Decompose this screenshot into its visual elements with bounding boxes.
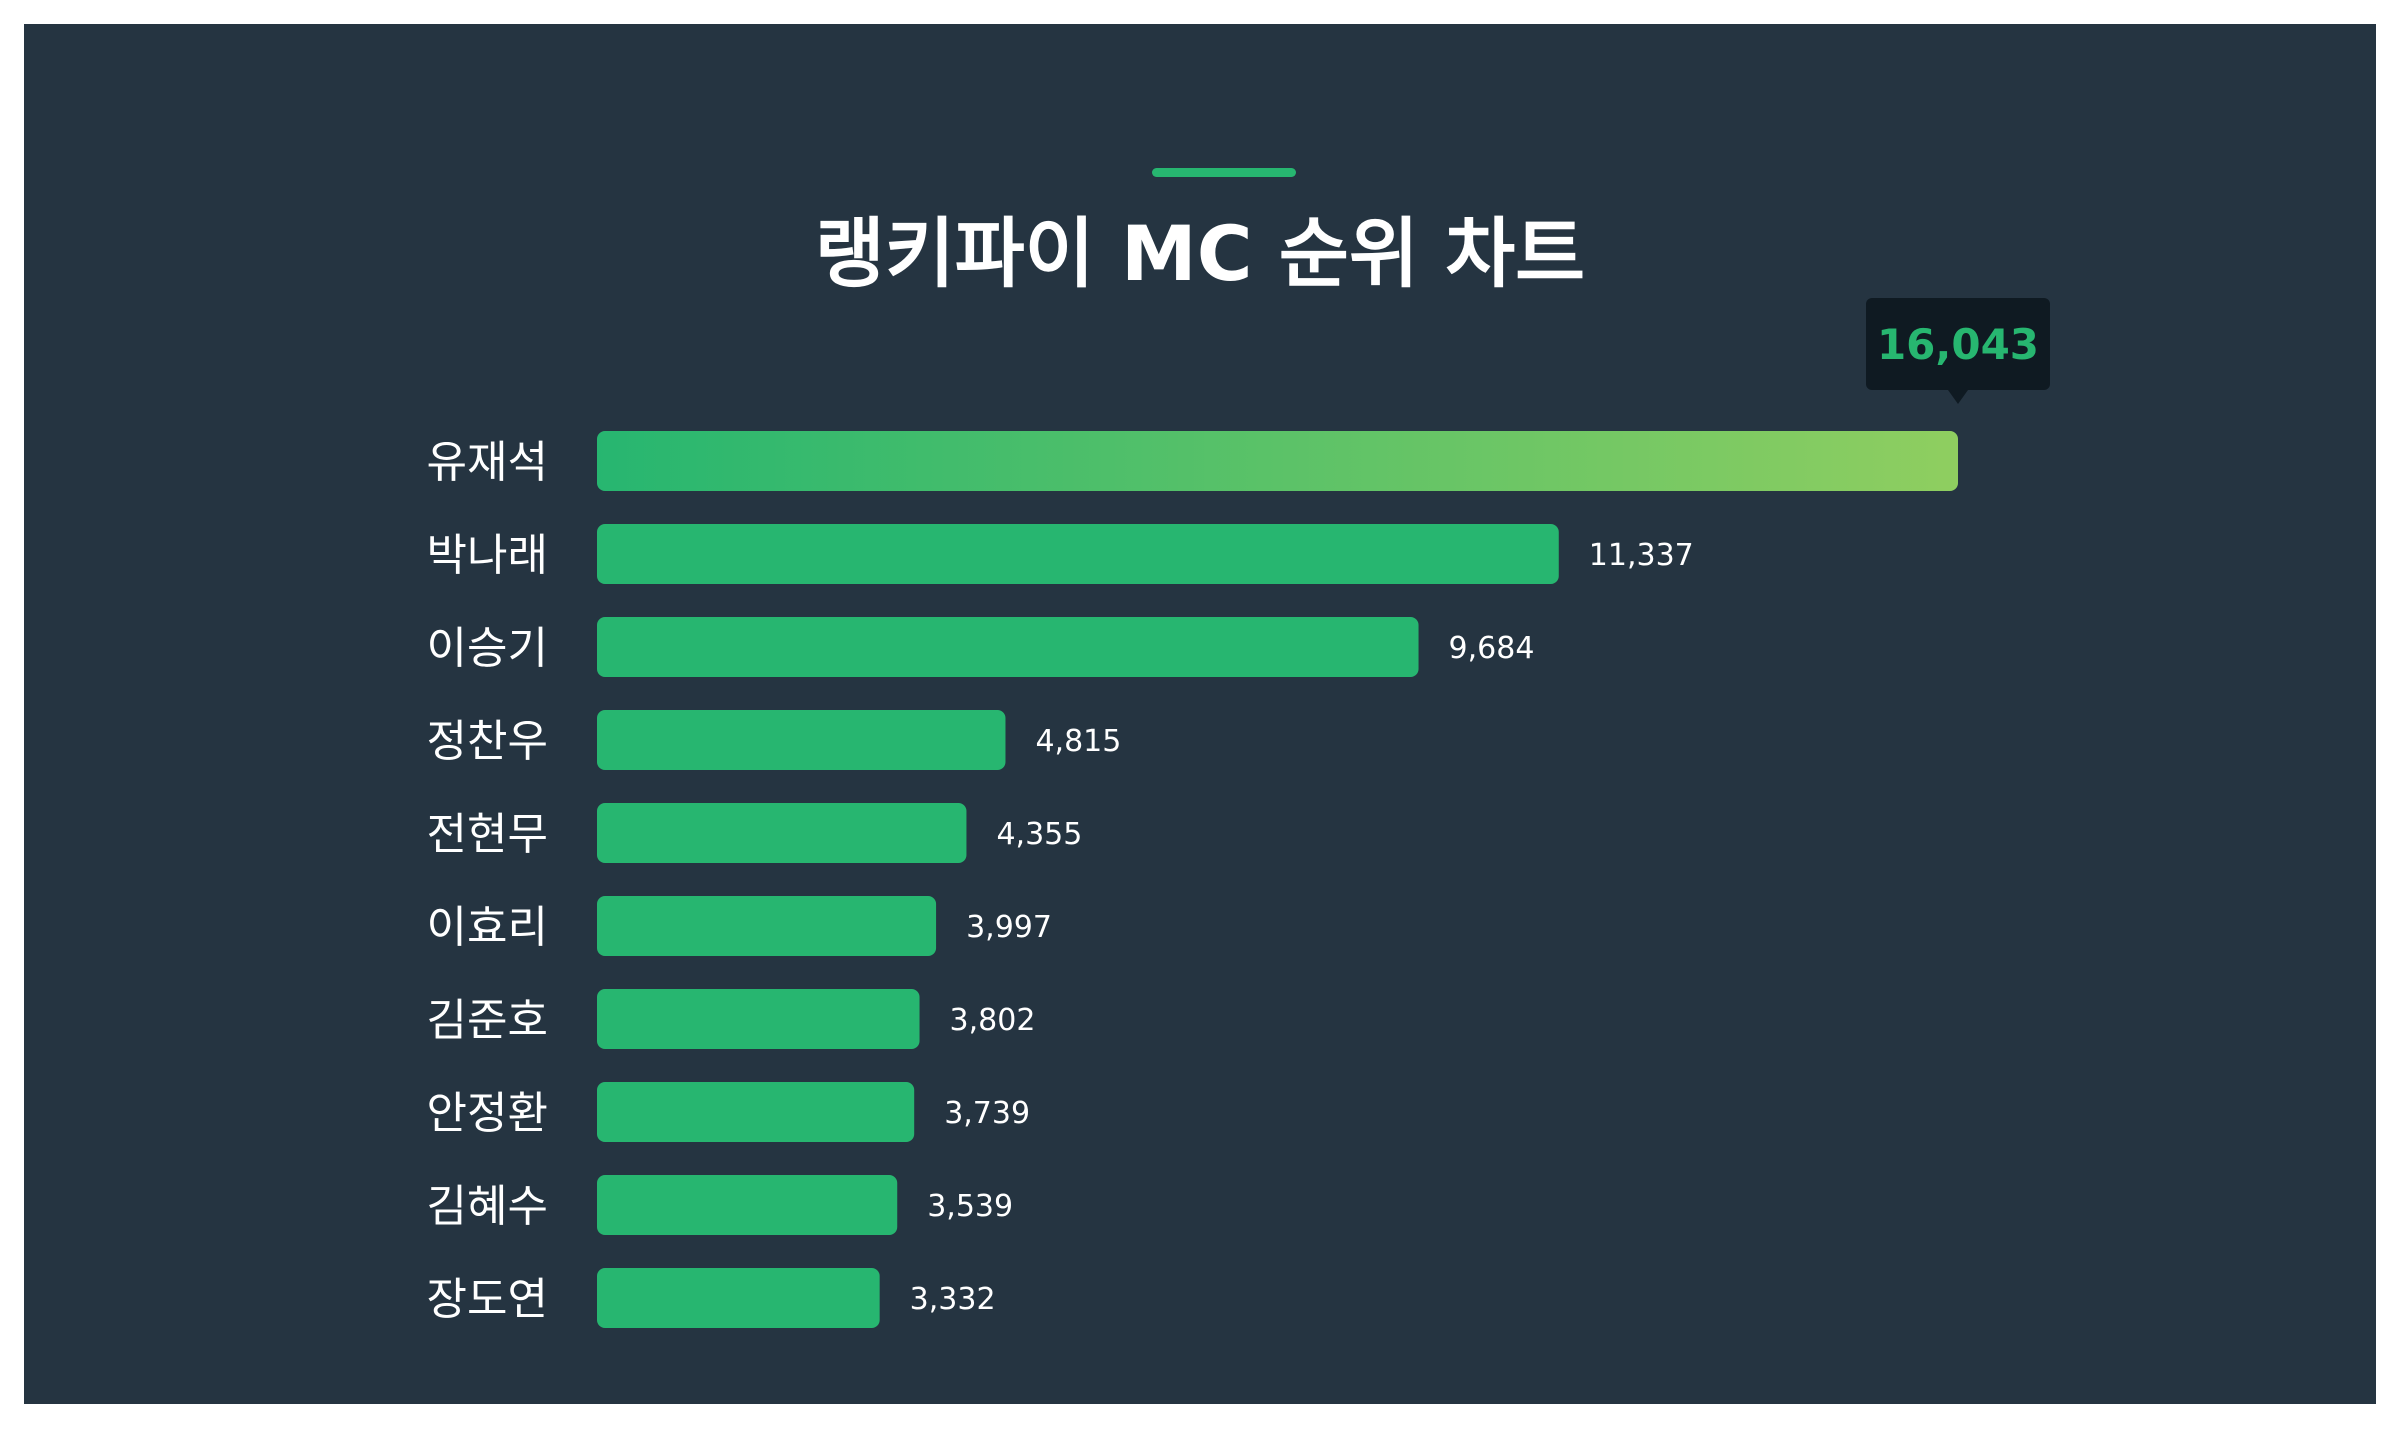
category-label: 유재석 (427, 437, 548, 488)
bar-chart: 유재석 16,043 박나래 11,337 이승기 9,684 정찬우 4,815 전현무 4,3… (427, 298, 2050, 1328)
bar (597, 989, 920, 1049)
value-label: 3,739 (944, 1096, 1030, 1131)
bar (597, 710, 1006, 770)
category-label: 전현무 (427, 809, 548, 860)
value-label: 16,043 (1877, 320, 2039, 369)
value-tooltip (1866, 298, 2050, 390)
value-label: 4,815 (1035, 724, 1121, 759)
bar (597, 524, 1559, 584)
bar (597, 896, 937, 956)
chart-frame: 랭키파이 MC 순위 차트 유재석 16,043 박나래 11,337 이승기 9,684… (24, 24, 2376, 1404)
value-label: 9,684 (1449, 631, 1535, 666)
value-label: 3,997 (966, 910, 1052, 945)
value-label: 3,539 (927, 1189, 1013, 1224)
value-label: 4,355 (996, 817, 1082, 852)
bar (597, 617, 1419, 677)
value-label: 11,337 (1589, 538, 1694, 573)
value-label: 3,802 (950, 1003, 1036, 1038)
category-label: 김혜수 (427, 1181, 548, 1232)
bar (597, 1082, 915, 1142)
category-label: 이승기 (427, 623, 548, 674)
category-label: 안정환 (427, 1088, 548, 1139)
category-label: 김준호 (427, 995, 548, 1046)
bar (597, 803, 967, 863)
value-label: 3,332 (910, 1282, 996, 1317)
category-label: 이효리 (427, 902, 548, 953)
bar (597, 431, 1958, 491)
bar (597, 1268, 880, 1328)
category-label: 박나래 (427, 530, 548, 581)
bar (597, 1175, 898, 1235)
tooltip-pointer (1948, 390, 1968, 404)
title-accent-line (1152, 168, 1296, 177)
category-label: 정찬우 (427, 716, 548, 767)
chart-title: 랭키파이 MC 순위 차트 (814, 209, 1586, 298)
category-label: 장도연 (427, 1274, 548, 1325)
